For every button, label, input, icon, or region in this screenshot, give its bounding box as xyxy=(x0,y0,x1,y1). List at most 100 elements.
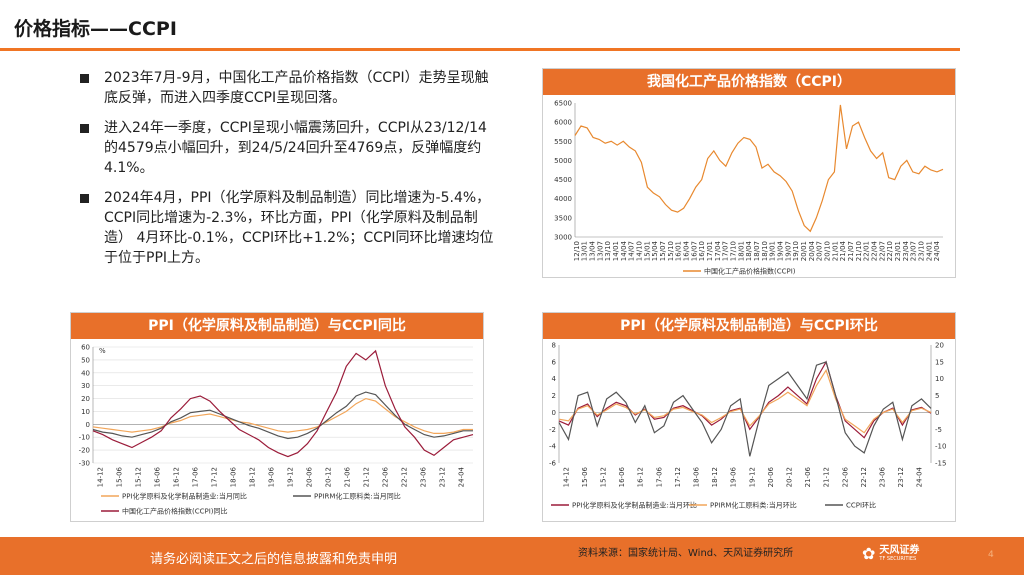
x-tick-label: 17-06 xyxy=(655,466,663,487)
x-tick-label: 19/01 xyxy=(769,241,777,261)
x-tick-label: 18/01 xyxy=(737,241,745,261)
y-tick-label: -4 xyxy=(549,443,557,451)
x-tick-label: 18-12 xyxy=(711,467,719,487)
x-tick-label: 24-04 xyxy=(458,466,466,487)
x-tick-label: 24/04 xyxy=(933,240,941,261)
x-tick-label: 16-12 xyxy=(637,467,645,487)
legend-label: 中国化工产品价格指数(CCPI)同比 xyxy=(122,507,228,516)
y2-tick-label: -15 xyxy=(935,460,946,468)
y-tick-label: -6 xyxy=(549,460,557,468)
x-tick-label: 17-12 xyxy=(674,467,682,487)
x-tick-label: 14-12 xyxy=(97,467,105,487)
x-tick-label: 16-12 xyxy=(173,467,181,487)
logo-name: 天风证券 xyxy=(879,545,920,556)
x-tick-label: 18-12 xyxy=(249,467,257,487)
x-tick-label: 18/07 xyxy=(753,241,761,261)
x-tick-label: 22/07 xyxy=(878,241,886,261)
x-tick-label: 19/10 xyxy=(792,241,800,261)
y2-tick-label: 10 xyxy=(935,375,944,383)
y-tick-label: 3500 xyxy=(554,214,572,222)
x-tick-label: 21/01 xyxy=(831,241,839,261)
y-tick-label: 50 xyxy=(81,356,90,364)
x-tick-label: 22/04 xyxy=(870,240,878,261)
x-tick-label: 19-12 xyxy=(748,467,756,487)
ccpi-chart-panel: 我国化工产品价格指数（CCPI） 3000 3500 4000 4500 5000 550… xyxy=(542,68,956,278)
legend-label: 中国化工产品价格指数(CCPI) xyxy=(704,267,796,276)
x-tick-label: 16/04 xyxy=(683,240,691,261)
y-tick-label: -30 xyxy=(79,460,90,468)
chart-title: PPI（化学原料及制品制造）与CCPI同比 xyxy=(71,313,483,339)
y-tick-label: 8 xyxy=(552,342,556,350)
y-tick-label: 5500 xyxy=(554,138,572,146)
x-tick-label: 23/07 xyxy=(910,241,918,261)
x-tick-label: 15/07 xyxy=(659,241,667,261)
x-tick-label: 22/01 xyxy=(863,241,871,261)
x-tick-label: 13/04 xyxy=(589,240,597,261)
y-tick-label: 5000 xyxy=(554,157,572,165)
x-tick-label: 17-12 xyxy=(211,467,219,487)
x-tick-label: 18-06 xyxy=(693,466,701,487)
x-tick-label: 20/07 xyxy=(816,241,824,261)
legend-label: CCPI环比 xyxy=(846,501,876,510)
y-tick-label: 2 xyxy=(552,392,556,400)
x-tick-label: 13/10 xyxy=(604,241,612,261)
disclaimer-link[interactable]: 请务必阅读正文之后的信息披露和免责申明 xyxy=(150,552,398,567)
x-tick-label: 16-06 xyxy=(618,466,626,487)
x-tick-label: 15-06 xyxy=(116,466,124,487)
x-tick-label: 18-06 xyxy=(230,466,238,487)
x-tick-label: 22/10 xyxy=(886,241,894,261)
y-tick-label: 6 xyxy=(552,358,557,366)
bullet-square-icon xyxy=(80,124,89,133)
x-tick-label: 16-06 xyxy=(154,466,162,487)
x-tick-label: 14/07 xyxy=(628,241,636,261)
legend-label: PPIRM化工原料类:当月环比 xyxy=(710,501,797,510)
y-tick-label: 4 xyxy=(552,375,557,383)
x-tick-label: 23-12 xyxy=(897,467,905,487)
x-tick-label: 14/01 xyxy=(612,241,620,261)
y-tick-label: 40 xyxy=(81,369,90,377)
legend-label: PPI化学原料及化学制品制造业:当月同比 xyxy=(122,492,247,501)
chart-title: 我国化工产品价格指数（CCPI） xyxy=(543,69,955,95)
bullet-text: 2023年7月-9月，中国化工产品价格指数（CCPI）走势呈现触底反弹，而进入四… xyxy=(104,70,489,106)
y-tick-label: 30 xyxy=(81,382,90,390)
series-line xyxy=(92,397,473,435)
bullet-text: 进入24年一季度，CCPI呈现小幅震荡回升，CCPI从23/12/14的4579… xyxy=(104,120,487,176)
x-tick-label: 15/04 xyxy=(651,240,659,261)
series-line xyxy=(574,104,944,233)
x-tick-label: 17/10 xyxy=(730,241,738,261)
bullet-square-icon xyxy=(80,194,89,203)
x-tick-label: 23-06 xyxy=(420,466,428,487)
x-tick-label: 13/07 xyxy=(596,241,604,261)
x-tick-label: 15/01 xyxy=(643,241,651,261)
y-tick-label: 4500 xyxy=(554,176,572,184)
x-tick-label: 17-06 xyxy=(192,466,200,487)
y-tick-label: 0 xyxy=(86,421,90,429)
page-title: 价格指标——CCPI xyxy=(14,18,177,40)
x-tick-label: 20-06 xyxy=(306,466,314,487)
logo-subtitle: TF SECURITIES xyxy=(879,556,917,562)
x-tick-label: 15/10 xyxy=(667,241,675,261)
bullet-item: 2024年4月，PPI（化学原料及制品制造）同比增速为-5.4%，CCPI同比增… xyxy=(80,188,500,268)
x-tick-label: 14/04 xyxy=(620,240,628,261)
y-axis-unit: % xyxy=(99,347,106,355)
x-tick-label: 22-06 xyxy=(841,466,849,487)
y2-tick-label: 0 xyxy=(935,409,939,417)
x-tick-label: 22-12 xyxy=(860,467,868,487)
x-tick-label: 14/10 xyxy=(636,241,644,261)
x-tick-label: 14-12 xyxy=(562,467,570,487)
y2-tick-label: -5 xyxy=(935,426,942,434)
y-tick-label: 6000 xyxy=(554,119,572,127)
x-tick-label: 19-06 xyxy=(268,466,276,487)
x-tick-label: 23/01 xyxy=(894,241,902,261)
company-logo: ✿ 天风证券 TF SECURITIES xyxy=(862,544,919,563)
x-tick-label: 15-12 xyxy=(135,467,143,487)
x-tick-label: 18/04 xyxy=(745,240,753,261)
x-tick-label: 20-12 xyxy=(325,467,333,487)
x-tick-label: 21-12 xyxy=(823,467,831,487)
x-tick-label: 19-06 xyxy=(730,466,738,487)
y-tick-label: 3000 xyxy=(554,234,572,242)
flower-logo-icon: ✿ xyxy=(862,544,876,563)
x-tick-label: 19/04 xyxy=(776,240,784,261)
x-tick-label: 16/01 xyxy=(675,241,683,261)
